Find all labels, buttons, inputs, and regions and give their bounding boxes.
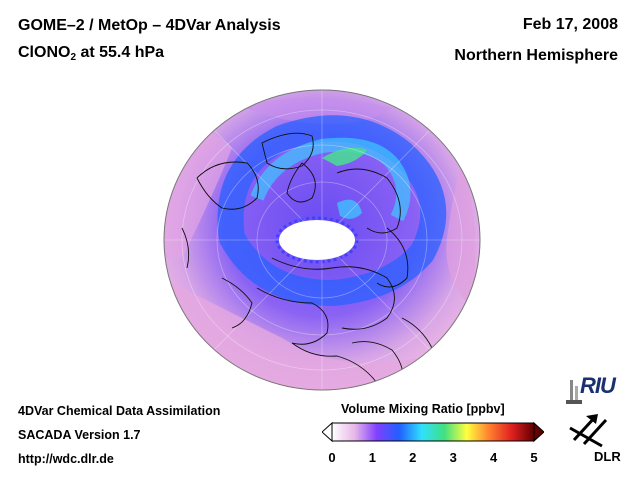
colorbar-tick-label: 5: [530, 450, 538, 465]
region-label: Northern Hemisphere: [454, 47, 618, 64]
colorbar-tick-label: 4: [489, 450, 498, 465]
colorbar-arrow-right: [533, 421, 544, 443]
colorbar-tick-label: 3: [449, 450, 457, 465]
species-prefix: ClONO: [18, 44, 71, 61]
coastlines: [181, 132, 433, 389]
map-title: GOME–2 / MetOp – 4DVar Analysis: [18, 17, 281, 34]
riu-emblem-icon: [566, 380, 582, 404]
colorbar-title: Volume Mixing Ratio [ppbv]: [341, 402, 505, 416]
dlr-logo-icon: [569, 414, 608, 448]
no-data-region: [279, 220, 355, 260]
blue-collar: [217, 115, 447, 307]
colorbar-tick-label: 1: [368, 450, 377, 465]
footer-line-2: SACADA Version 1.7: [18, 428, 141, 442]
colorbar-tick-label: 0: [328, 450, 336, 465]
footer-url: http://wdc.dlr.de: [18, 452, 114, 466]
globe-outline: [163, 89, 481, 391]
colorbar-ramp: [331, 422, 535, 442]
dlr-logo-text: DLR: [594, 449, 621, 464]
footer-line-1: 4DVar Chemical Data Assimilation: [18, 404, 221, 418]
riu-logo: [566, 372, 628, 404]
colorbar: [322, 421, 544, 443]
species-label: ClONO2 at 55.4 hPa: [18, 44, 164, 63]
date-label: Feb 17, 2008: [522, 16, 618, 33]
colorbar-tick-label: 2: [409, 450, 417, 465]
globe-map: [163, 89, 481, 391]
cyan-patch: [337, 199, 362, 219]
colorbar-arrow-left: [322, 421, 333, 443]
species-subscript: 2: [70, 52, 77, 63]
pink-region-south: [164, 278, 480, 390]
graticule: [164, 90, 480, 390]
no-data-rim: [275, 216, 359, 264]
green-patch: [322, 147, 367, 166]
riu-logo-text: RIU: [580, 373, 616, 398]
species-suffix: at 55.4 hPa: [76, 44, 165, 61]
pink-region-east: [446, 158, 476, 308]
